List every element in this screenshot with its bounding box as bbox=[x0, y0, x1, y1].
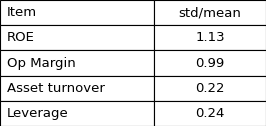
Text: Leverage: Leverage bbox=[7, 107, 68, 120]
Bar bbox=[154, 0, 266, 25]
Text: 0.22: 0.22 bbox=[196, 82, 225, 95]
Text: Asset turnover: Asset turnover bbox=[7, 82, 105, 95]
Bar bbox=[0, 76, 154, 101]
Text: Op Margin: Op Margin bbox=[7, 56, 75, 70]
Bar bbox=[0, 101, 154, 126]
Bar bbox=[0, 25, 154, 50]
Text: Item: Item bbox=[7, 6, 37, 19]
Bar bbox=[154, 50, 266, 76]
Bar bbox=[0, 0, 154, 25]
Text: std/mean: std/mean bbox=[179, 6, 242, 19]
Text: 0.99: 0.99 bbox=[196, 56, 225, 70]
Bar bbox=[0, 50, 154, 76]
Bar bbox=[154, 25, 266, 50]
Bar bbox=[154, 101, 266, 126]
Text: 0.24: 0.24 bbox=[196, 107, 225, 120]
Text: 1.13: 1.13 bbox=[195, 31, 225, 44]
Bar bbox=[154, 76, 266, 101]
Text: ROE: ROE bbox=[7, 31, 35, 44]
